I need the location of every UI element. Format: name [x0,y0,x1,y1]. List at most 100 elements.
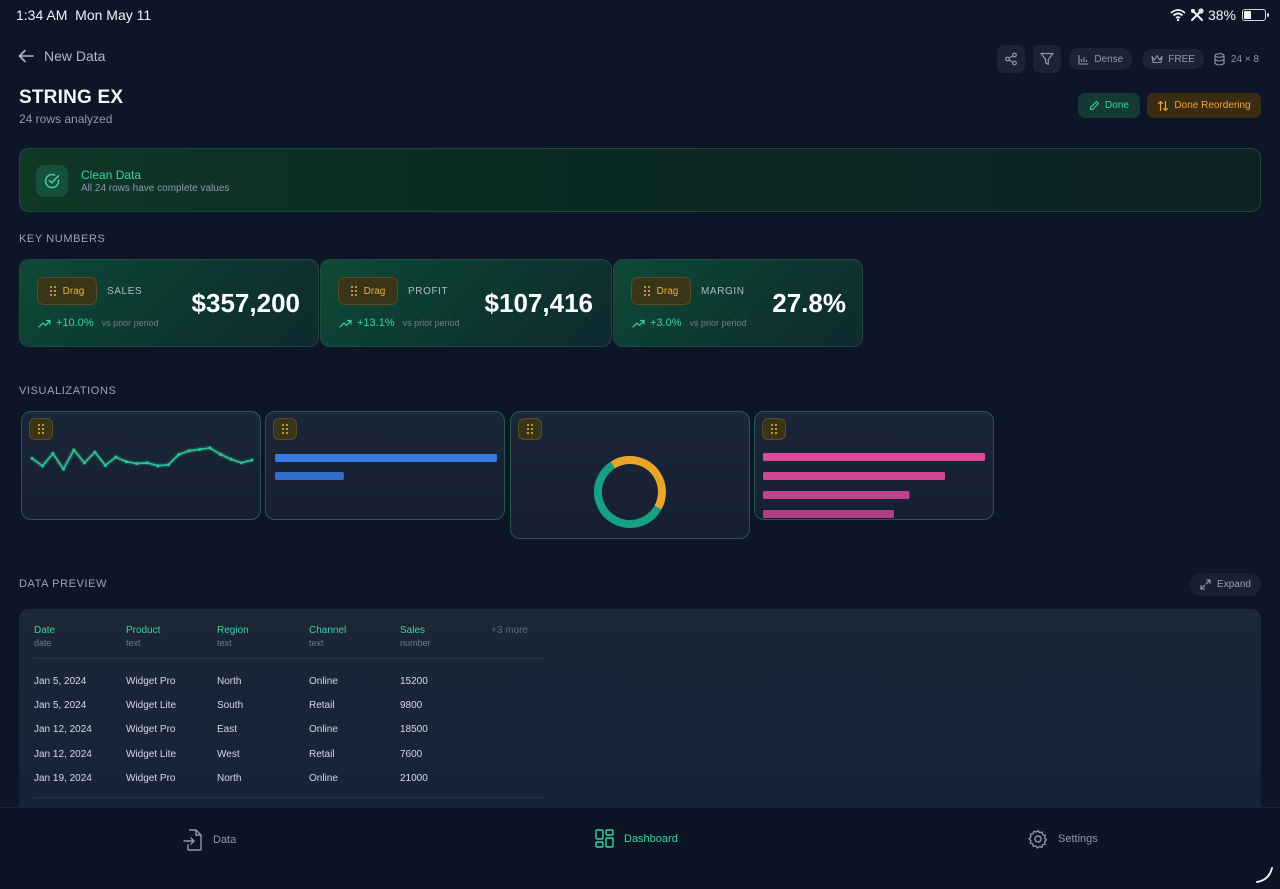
sparkline-point [239,461,244,465]
drag-handle[interactable] [29,418,53,440]
kpi-card-sales[interactable]: Drag SALES +10.0% vs prior period $357,2… [19,259,319,347]
viz-card-donut[interactable] [510,411,750,539]
cell: Jan 5, 2024 [34,676,87,687]
grip-icon [771,424,777,434]
bottom-tab-bar: Data Dashboard Settings [0,807,1280,889]
cell: 21000 [400,773,428,784]
plan-badge[interactable]: FREE [1142,49,1204,69]
drag-label: Drag [656,285,679,297]
drag-handle[interactable] [518,418,542,440]
column-type: number [400,638,431,648]
delta-value: +3.0% [650,317,682,329]
cell: North [217,676,242,687]
bar-chart [275,454,497,480]
kpi-card-margin[interactable]: Drag MARGIN +3.0% vs prior period 27.8% [613,259,863,347]
battery-icon [1242,9,1269,21]
expand-label: Expand [1217,579,1251,590]
sparkline-point [93,450,97,454]
sparkline-point [156,464,160,468]
column-header-date[interactable]: Date [34,625,56,636]
clock: 1:34 AM [16,7,68,23]
column-type: date [34,638,52,648]
reorder-label: Done Reordering [1174,100,1251,111]
cell: North [217,773,242,784]
done-button[interactable]: Done [1078,93,1140,118]
trend-up-icon [632,319,645,328]
drag-handle[interactable]: Drag [37,277,97,305]
sparkline-point [145,461,149,465]
viz-card-bar[interactable] [265,411,505,520]
table-row[interactable]: Jan 5, 2024 Widget Pro North Online 1520… [19,676,559,690]
table-row[interactable]: Jan 12, 2024 Widget Lite West Retail 760… [19,749,559,763]
hbar [763,510,894,518]
cell: South [217,700,244,711]
more-columns-label[interactable]: +3 more [491,625,528,636]
column-header-region[interactable]: Region [217,625,249,636]
cell: West [217,749,240,760]
kpi-value: $357,200 [191,288,300,318]
status-bar: 1:34 AM Mon May 11 38% [0,0,1280,30]
check-circle-icon [36,165,68,197]
table-row[interactable]: Jan 12, 2024 Widget Pro East Online 1850… [19,724,559,738]
column-type: text [309,638,324,648]
delta-caption: vs prior period [402,318,460,328]
share-icon [1005,52,1018,66]
tab-settings[interactable]: Settings [1028,829,1098,849]
expand-icon [1200,579,1211,590]
battery-fill [1244,11,1252,19]
database-icon [1214,52,1225,66]
viz-card-hbar[interactable] [754,411,994,520]
free-label: FREE [1168,53,1195,65]
sparkline-point [250,458,254,462]
battery-percent: 38% [1207,7,1236,23]
kpi-delta: +10.0% vs prior period [38,317,159,329]
donut-slice [594,456,666,528]
sparkline-point [124,460,128,464]
column-type: text [126,638,141,648]
pencil-icon [1089,100,1100,111]
table-row[interactable]: Jan 19, 2024 Widget Pro North Online 210… [19,773,559,787]
cell: Jan 19, 2024 [34,773,92,784]
drag-handle[interactable] [762,418,786,440]
cell: Widget Pro [126,676,176,687]
delta-caption: vs prior period [689,318,747,328]
column-header-product[interactable]: Product [126,625,161,636]
share-button[interactable] [997,45,1026,73]
filter-button[interactable] [1033,45,1062,73]
drag-handle[interactable] [273,418,297,440]
bar [275,454,497,462]
tab-dashboard[interactable]: Dashboard [595,829,678,848]
viz-card-line[interactable] [21,411,261,520]
drag-handle[interactable]: Drag [338,277,398,305]
column-type: text [217,638,232,648]
tab-data-label: Data [213,834,237,846]
delta-value: +13.1% [357,317,395,329]
wifi-icon [1170,9,1186,21]
crown-icon [1151,54,1163,64]
dataset-size: 24 × 8 [1212,52,1261,66]
tab-dashboard-label: Dashboard [624,832,678,845]
file-import-icon [183,829,202,851]
sparkline-point [166,463,170,467]
drag-handle[interactable]: Drag [631,277,691,305]
back-button[interactable]: New Data [18,48,105,64]
hbar [763,472,946,480]
sparkline-point [40,464,45,468]
status-right: 38% [1170,7,1269,23]
sparkline-point [208,446,212,450]
arrow-left-icon [18,49,34,63]
column-header-channel[interactable]: Channel [309,625,347,636]
size-label: 24 × 8 [1230,53,1259,65]
table-row[interactable]: Jan 5, 2024 Widget Lite South Retail 980… [19,700,559,714]
tab-data[interactable]: Data [183,829,236,851]
clean-subtitle: All 24 rows have complete values [81,183,230,194]
kpi-card-profit[interactable]: Drag PROFIT +13.1% vs prior period $107,… [320,259,612,347]
done-reordering-button[interactable]: Done Reordering [1147,93,1261,118]
kpi-delta: +13.1% vs prior period [339,317,460,329]
drag-label: Drag [62,285,85,297]
expand-button[interactable]: Expand [1190,573,1261,596]
dense-toggle[interactable]: Dense [1069,48,1133,70]
sparkline-point [30,456,34,460]
column-header-sales[interactable]: Sales [400,625,426,636]
cell: Online [309,676,338,687]
